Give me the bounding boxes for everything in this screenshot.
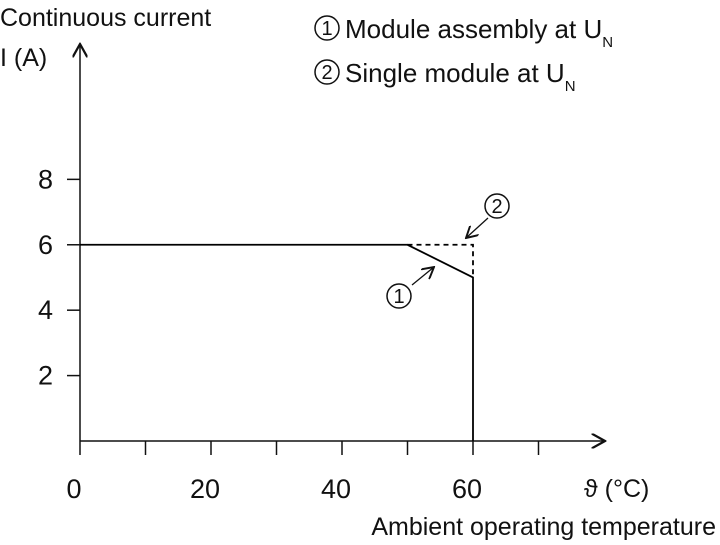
legend-marker: 1	[321, 18, 332, 40]
line-series	[407, 243, 474, 278]
y-tick-label: 2	[38, 361, 53, 391]
legend-marker-circle	[314, 15, 340, 41]
legend-label: Module assembly at UN	[345, 14, 613, 51]
x-tick-label: 20	[190, 474, 220, 504]
x-tick-label: 60	[452, 474, 482, 504]
annotation-label: 1	[393, 286, 404, 308]
legend-subscript: N	[602, 34, 613, 51]
y-axis-label: I (A)	[0, 44, 47, 72]
legend-marker: 2	[321, 62, 332, 84]
x-axis-label: ϑ (°C)	[584, 475, 649, 503]
annotation-label-circle	[386, 283, 412, 309]
legend-text: Module assembly at U	[345, 14, 602, 44]
legend-subscript: N	[565, 78, 576, 95]
legend-marker-circle	[314, 59, 340, 85]
legend-label: Single module at UN	[345, 58, 576, 95]
x-tick-label: 0	[66, 474, 81, 504]
y-axis-label: Continuous current	[0, 4, 211, 32]
y-tick-label: 6	[38, 230, 53, 260]
y-tick-label: 8	[38, 164, 53, 194]
annotation-arrow	[466, 217, 489, 238]
x-tick-label: 40	[321, 474, 351, 504]
line-series	[80, 243, 474, 441]
annotation-label: 2	[491, 196, 502, 218]
annotation-arrow	[411, 267, 434, 286]
legend-text: Single module at U	[345, 58, 565, 88]
annotation-label-circle	[484, 193, 510, 219]
y-tick-label: 4	[38, 295, 53, 325]
x-axis-title: Ambient operating temperature	[371, 513, 716, 541]
